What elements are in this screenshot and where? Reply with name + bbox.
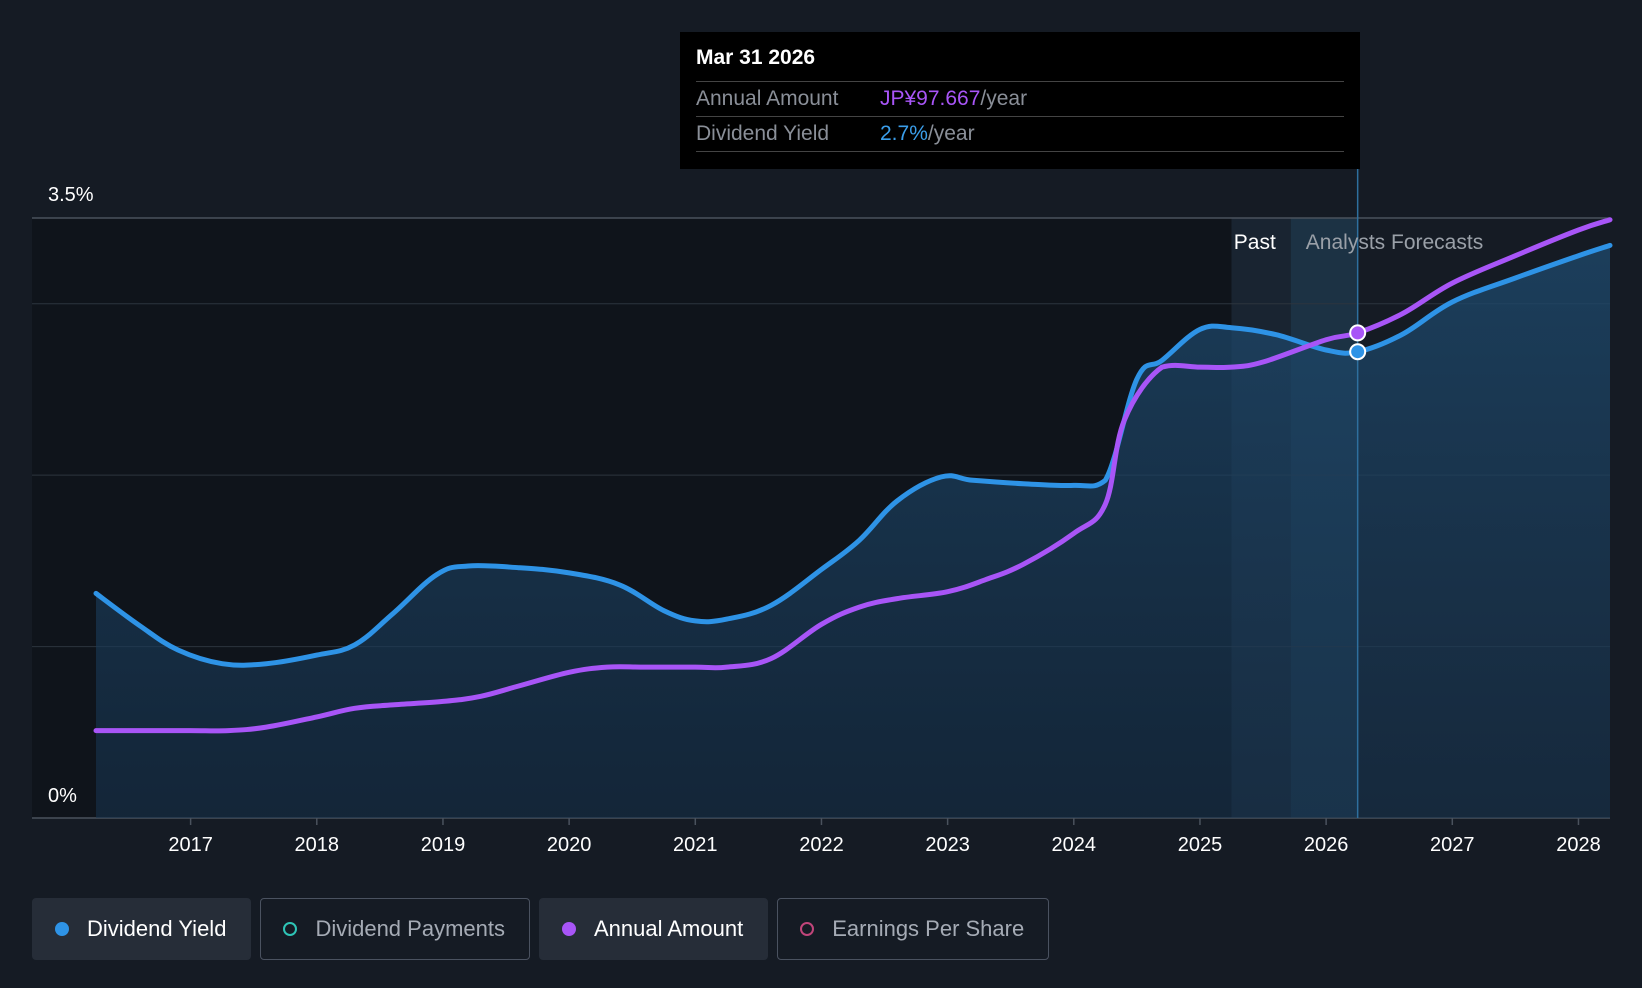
dividend-yield-line: [93, 242, 1613, 668]
annual-amount-dot-icon: [561, 922, 576, 936]
y-axis-max-label: 3.5%: [48, 184, 94, 206]
x-tick-label: 2017: [168, 834, 213, 856]
legend-label: Dividend Yield: [87, 916, 227, 941]
dividend-yield-area: [96, 245, 1610, 818]
tooltip-value: JP¥97.667: [880, 87, 981, 110]
tooltip-label: Annual Amount: [696, 87, 839, 110]
tooltip: Mar 31 2026 Annual Amount JP¥97.667 /yea…: [680, 32, 1360, 169]
x-tick-label: 2023: [925, 834, 970, 856]
annual-amount-line: [93, 217, 1613, 734]
tooltip-value: 2.7%: [880, 122, 928, 145]
dividend-yield-marker[interactable]: [1349, 343, 1367, 361]
past-label: Past: [1234, 231, 1276, 254]
markers: [1349, 324, 1367, 361]
x-tick-label: 2027: [1430, 834, 1475, 856]
tooltip-row-annual-amount: Annual Amount JP¥97.667 /year: [696, 82, 1344, 117]
x-tick-label: 2018: [295, 834, 340, 856]
tooltip-row-dividend-yield: Dividend Yield 2.7% /year: [696, 117, 1344, 152]
y-axis-min-label: 0%: [48, 785, 77, 807]
x-tick-label: 2022: [799, 834, 844, 856]
legend-label: Earnings Per Share: [832, 916, 1025, 941]
legend-dividend-yield-button[interactable]: Dividend Yield: [32, 898, 252, 960]
legend-label: Annual Amount: [593, 916, 744, 941]
x-tick-label: 2028: [1556, 834, 1601, 856]
tooltip-date: Mar 31 2026: [696, 45, 1344, 82]
x-tick-label: 2024: [1052, 834, 1097, 856]
legend-dividend-payments-button[interactable]: Dividend Payments: [260, 898, 530, 960]
x-tick-label: 2021: [673, 834, 718, 856]
tooltip-unit: /year: [980, 87, 1028, 110]
legend-annual-amount-button[interactable]: Annual Amount: [538, 898, 769, 960]
x-tick-label: 2019: [421, 834, 466, 856]
annual-amount-marker[interactable]: [1349, 324, 1367, 342]
x-tick-label: 2020: [547, 834, 592, 856]
x-tick-label: 2025: [1178, 834, 1223, 856]
dividend-yield-dot-icon: [55, 922, 69, 936]
earnings-per-share-ring-icon: [800, 922, 815, 936]
legend-label: Dividend Payments: [315, 916, 505, 941]
forecast-label: Analysts Forecasts: [1306, 231, 1483, 254]
tooltip-label: Dividend Yield: [696, 122, 830, 145]
legend-earnings-per-share-button[interactable]: Earnings Per Share: [777, 898, 1050, 960]
x-axis: 2017 2018 2019 2020 2021 2022 2023 2024 2025 2026…: [168, 818, 1601, 856]
legend: Dividend Yield Dividend Payments Annual …: [32, 898, 1050, 960]
dividend-payments-ring-icon: [283, 922, 298, 936]
dividend-chart: 2017 2018 2019 2020 2021 2022 2023 2024 2025 2026…: [32, 166, 1613, 856]
x-tick-label: 2026: [1304, 834, 1349, 856]
tooltip-unit: /year: [927, 122, 975, 145]
